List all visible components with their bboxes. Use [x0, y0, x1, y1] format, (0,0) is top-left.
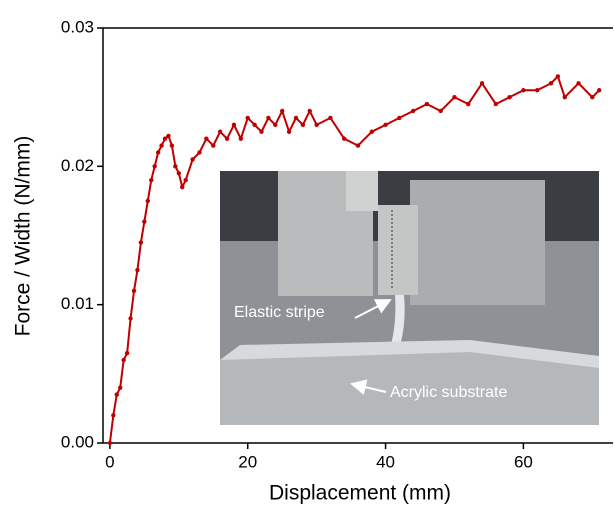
data-point — [521, 88, 526, 93]
data-point — [590, 94, 595, 100]
data-point — [224, 136, 230, 141]
data-point — [173, 164, 178, 169]
data-point — [138, 240, 144, 245]
data-point — [128, 316, 133, 321]
data-point — [300, 122, 306, 128]
data-point — [342, 136, 347, 141]
data-point — [438, 108, 443, 114]
data-point — [231, 122, 237, 128]
right-clamp — [410, 180, 545, 305]
data-point — [197, 150, 202, 155]
data-point — [190, 157, 195, 162]
data-point — [355, 143, 361, 148]
y-tick-label: 0.02 — [61, 156, 94, 175]
data-point — [397, 115, 402, 121]
data-point — [217, 129, 223, 134]
data-point — [314, 122, 319, 128]
y-tick-label: 0.01 — [61, 294, 94, 313]
data-point — [293, 115, 299, 121]
data-point — [597, 88, 602, 93]
data-point — [238, 136, 244, 141]
data-line — [108, 74, 600, 444]
data-point — [135, 267, 140, 273]
data-point — [107, 440, 113, 446]
data-point — [273, 122, 278, 128]
data-point — [562, 94, 567, 100]
data-point — [118, 385, 123, 390]
inset-photo: Elastic stripe Acrylic substrate — [220, 171, 599, 425]
y-tick-label: 0.00 — [61, 432, 94, 451]
acrylic-edge — [220, 340, 599, 368]
x-tick-label: 60 — [514, 452, 533, 471]
data-point — [183, 177, 188, 183]
acrylic-plate — [220, 350, 599, 425]
data-point — [121, 357, 126, 363]
x-tick-label: 20 — [238, 452, 257, 471]
y-axis-title: Force / Width (N/mm) — [12, 136, 35, 337]
data-point — [410, 108, 416, 114]
data-point — [424, 101, 430, 107]
data-point — [169, 143, 175, 148]
data-point — [166, 133, 171, 139]
data-point — [548, 81, 554, 86]
data-point — [328, 115, 333, 121]
data-point — [279, 108, 285, 114]
data-point — [142, 219, 147, 224]
data-point — [266, 115, 271, 121]
data-point — [111, 413, 116, 418]
data-point — [493, 101, 499, 107]
data-point — [534, 88, 540, 93]
data-point — [286, 129, 292, 134]
annotation: Elastic stripe — [234, 304, 325, 321]
data-point — [252, 122, 257, 128]
arrow — [354, 299, 392, 319]
data-point — [555, 74, 561, 79]
data-point — [369, 129, 374, 134]
y-tick-label: 0.03 — [61, 17, 94, 36]
data-point — [383, 122, 388, 128]
left-jaw — [346, 171, 378, 211]
data-point — [124, 350, 130, 356]
data-point — [155, 150, 161, 155]
data-point — [131, 288, 137, 294]
data-point — [479, 81, 485, 86]
data-point — [576, 81, 581, 86]
data-point — [452, 94, 457, 100]
data-point — [162, 136, 168, 141]
data-point — [159, 143, 164, 148]
data-point — [211, 143, 216, 148]
x-axis-title: Displacement (mm) — [269, 482, 451, 505]
data-point — [152, 164, 157, 169]
plot-area: 0.00 0.01 0.02 0.03 0 20 40 60 — [61, 17, 613, 471]
elastic-stripe — [380, 295, 405, 374]
center-jaw — [378, 205, 418, 295]
data-point — [176, 171, 182, 176]
annotation: Acrylic substrate — [390, 384, 507, 401]
x-tick-label: 40 — [376, 452, 395, 471]
data-point — [507, 94, 512, 100]
data-point — [145, 198, 150, 204]
data-point — [245, 115, 250, 121]
data-point — [466, 101, 471, 107]
data-point — [204, 136, 209, 141]
data-point — [307, 108, 312, 114]
data-point — [149, 177, 154, 183]
x-tick-label: 0 — [105, 452, 114, 471]
data-point — [259, 129, 264, 134]
arrow — [350, 379, 387, 395]
data-point — [180, 184, 185, 190]
data-point — [114, 392, 119, 397]
